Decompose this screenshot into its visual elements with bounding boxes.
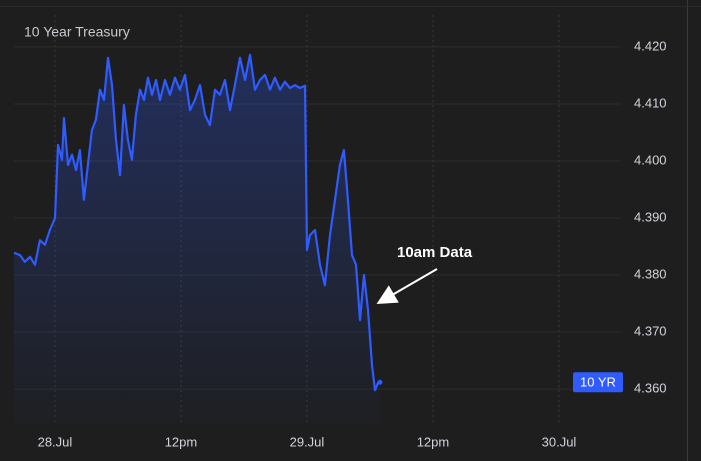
last-point — [377, 379, 383, 385]
y-tick-label: 4.360 — [634, 381, 667, 396]
x-tick-label: 29.Jul — [290, 434, 325, 449]
x-tick-label: 28.Jul — [38, 434, 73, 449]
plot — [13, 53, 383, 426]
x-tick-label: 12pm — [417, 434, 450, 449]
area — [14, 54, 380, 426]
series-badge — [573, 372, 623, 393]
y-tick-label: 4.370 — [634, 323, 667, 338]
chart-title: 10 Year Treasury — [24, 24, 130, 40]
y-tick-label: 4.380 — [634, 266, 667, 281]
x-tick-label: 12pm — [165, 434, 198, 449]
annotation-arrow — [376, 268, 438, 305]
y-tick-label: 4.390 — [634, 209, 667, 224]
annotation: 10am Data — [397, 244, 473, 261]
y-tick-label: 4.410 — [634, 95, 667, 110]
y-tick-label: 4.400 — [634, 152, 667, 167]
x-tick-label: 30.Jul — [542, 434, 577, 449]
y-tick-label: 4.420 — [634, 38, 667, 53]
series-name: 10 YR — [580, 375, 616, 390]
line — [13, 53, 381, 392]
